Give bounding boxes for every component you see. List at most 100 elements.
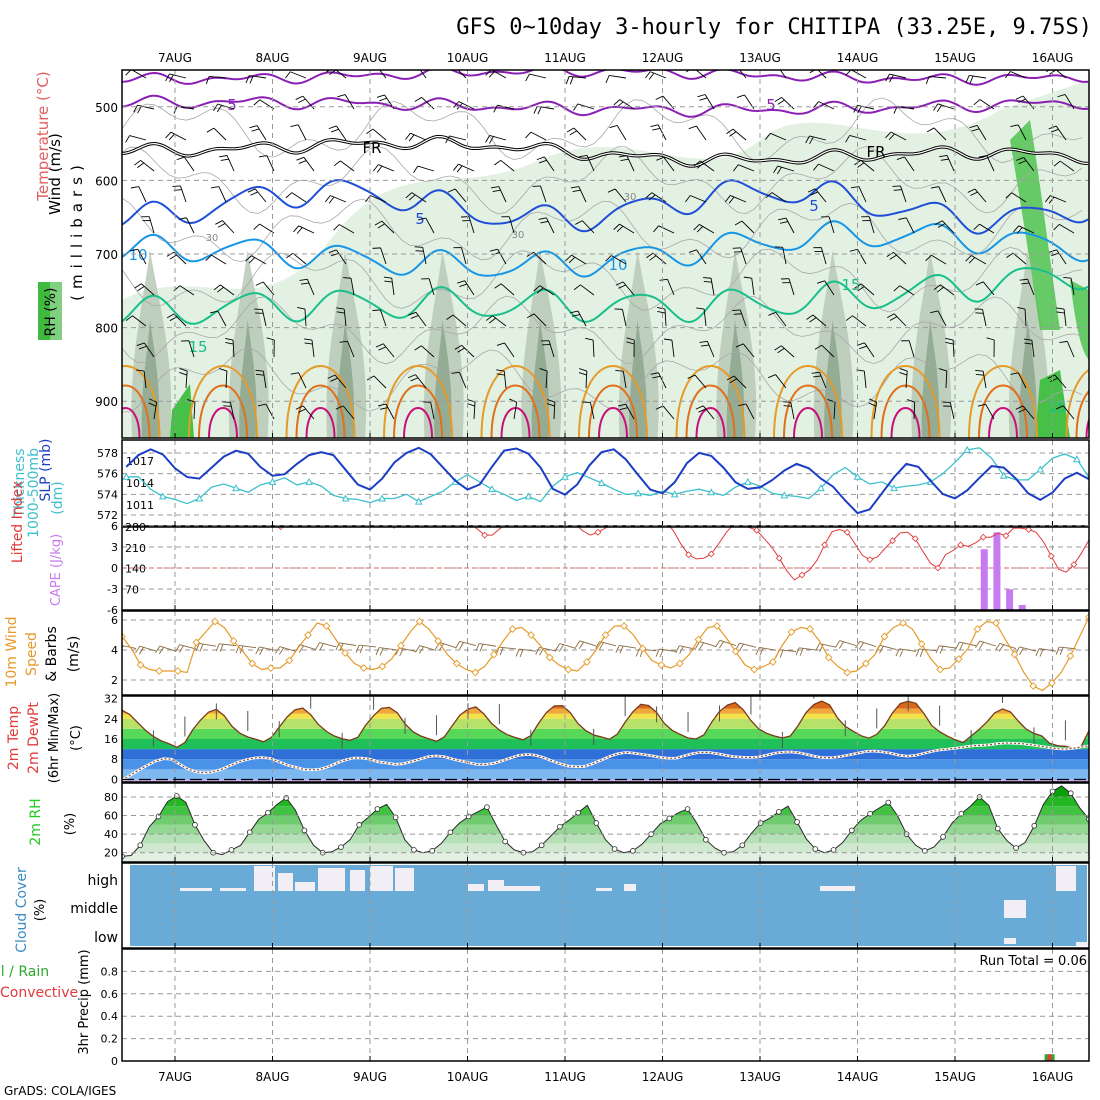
wind-barb — [710, 278, 715, 296]
slp-axis-label: SLP (mb) — [38, 438, 54, 501]
rh2m-marker — [356, 822, 362, 828]
rh2m-marker — [885, 799, 892, 806]
wind-barb-feather — [1057, 94, 1066, 98]
rh-contour-line — [122, 145, 1083, 215]
wind-barb-feather — [859, 345, 867, 350]
cape-tick-label: 70 — [125, 583, 139, 596]
warm-isotherm — [208, 407, 238, 438]
wind-barb — [262, 371, 267, 389]
wind-barb — [578, 186, 587, 203]
wind-barb-feather — [515, 648, 520, 657]
wind-barb-feather — [736, 94, 745, 98]
rh2m-tick-label: 80 — [104, 791, 118, 804]
wind-barb-feather — [755, 647, 760, 655]
wind-speed-marker — [973, 625, 982, 633]
wind-barb — [302, 405, 315, 420]
lifted-index-marker — [753, 527, 760, 534]
wind-barb-feather — [889, 316, 898, 321]
wind-barb — [667, 279, 675, 296]
wind-barb-feather — [525, 73, 530, 82]
wind-barb — [193, 402, 196, 420]
wind-barb-feather — [816, 280, 825, 284]
li-tick-label: -3 — [107, 583, 118, 596]
wind-barb — [779, 70, 787, 79]
wind-barb-feather — [699, 97, 708, 101]
wind-barb — [695, 125, 707, 141]
lifted-index-marker — [866, 556, 874, 563]
wind-barb-feather — [967, 188, 976, 193]
x-tick-label-bottom: 14AUG — [837, 1070, 879, 1084]
wind-barb — [739, 309, 747, 327]
wind-barb-feather — [496, 373, 505, 376]
rh2m-marker — [940, 834, 946, 840]
wind-barb-feather — [209, 310, 218, 314]
right-tick-label: 1014 — [126, 477, 154, 490]
wind-barb-feather — [330, 128, 339, 133]
rh-contour-line — [122, 347, 1083, 413]
cape-bar — [993, 532, 1001, 610]
warm-isotherm — [188, 365, 258, 438]
wind-barb-feather — [617, 403, 626, 407]
wind-barb — [415, 374, 427, 389]
wind-barb-feather — [249, 75, 254, 84]
wind-barb — [230, 402, 235, 420]
wind-barb — [694, 374, 707, 389]
wind-barb — [945, 370, 948, 389]
wind-barb — [913, 401, 916, 420]
wind-barb — [373, 375, 387, 389]
wind-barb-feather — [259, 647, 264, 656]
lifted-index-marker — [821, 541, 828, 549]
wind-barb-feather — [858, 642, 864, 650]
wind-barb-feather — [935, 645, 940, 654]
wind-barb — [533, 313, 547, 327]
wind-barb-feather — [571, 314, 580, 317]
wind-barb — [183, 156, 195, 172]
rh2m-marker — [630, 848, 636, 854]
wind-barb — [291, 192, 307, 203]
wind-barb — [658, 225, 675, 234]
wind-barb-feather — [655, 648, 660, 657]
contour-label: 5 — [766, 96, 776, 114]
wind-barb-feather — [774, 97, 782, 103]
wind-speed-marker — [136, 661, 145, 669]
temp-band — [122, 769, 1089, 780]
cape-tick-label: 210 — [125, 542, 146, 555]
isotherm-10 — [122, 220, 1089, 278]
warm-isotherm — [490, 384, 541, 438]
wind-barb — [137, 248, 147, 265]
wind-barb — [461, 247, 467, 265]
wind-barb — [982, 371, 987, 389]
wind-barb-feather — [1016, 227, 1023, 234]
wind-barb-feather — [795, 647, 800, 656]
wind-barb — [759, 647, 777, 651]
wind-barb-feather — [893, 285, 901, 292]
lifted-index-line — [279, 527, 1089, 581]
wind-barb — [139, 645, 157, 652]
wind-barb — [818, 101, 835, 110]
li-tick-label: 6 — [111, 520, 118, 533]
lifted-index-marker — [775, 554, 783, 562]
wind-barb-feather — [225, 337, 234, 341]
wind-barb-feather — [599, 642, 604, 650]
wind-barb — [297, 124, 307, 141]
wind-barb — [741, 220, 755, 234]
wind-barb — [986, 155, 995, 172]
warm-isotherm — [1065, 368, 1089, 438]
wind-barb — [137, 104, 155, 110]
wind-barb-feather — [572, 189, 581, 193]
wind-barb — [298, 225, 315, 234]
wind-barb-feather — [805, 135, 810, 144]
wind-barb-feather — [496, 369, 505, 372]
wind-speed-marker — [155, 667, 164, 675]
wind-barb-feather — [618, 284, 626, 289]
precip-series-total-label: Total / Rain — [0, 964, 49, 980]
wind-speed-marker — [917, 640, 926, 648]
thickness-marker — [561, 472, 569, 480]
wind-barb — [381, 220, 395, 234]
wind-barb-feather — [333, 160, 341, 167]
rh2m-line — [122, 785, 1089, 857]
rh-contour-line — [122, 197, 1083, 263]
dewpoint-line — [122, 742, 1089, 781]
rh2m-marker — [392, 814, 399, 821]
